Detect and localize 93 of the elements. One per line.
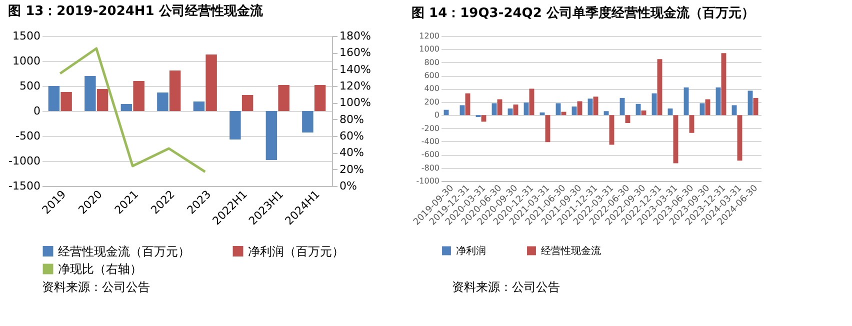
bar (120, 104, 132, 111)
bar (673, 115, 678, 164)
y-tick-label: -800 (421, 163, 440, 172)
y-tick-label: 800 (424, 58, 440, 67)
bar (540, 112, 545, 116)
y2-tick-label: 160% (340, 46, 371, 60)
bar (230, 111, 241, 140)
bar (716, 87, 721, 116)
bar (266, 111, 278, 160)
bar (481, 115, 486, 122)
bar (593, 96, 598, 116)
line-series (58, 47, 206, 174)
bar (652, 93, 657, 116)
chart-title: 图 13：2019-2024H1 公司经营性现金流 (8, 3, 264, 19)
y-tick-label: 500 (20, 80, 40, 92)
chart-title: 图 14：19Q3-24Q2 公司单季度经营性现金流（百万元） (412, 5, 754, 21)
text: 资料来源：公司公告 (42, 280, 150, 294)
bar (641, 110, 646, 116)
bar (206, 54, 217, 111)
bar (572, 106, 577, 116)
legend-label: 净利润（百万元） (248, 244, 344, 258)
bar (625, 115, 630, 123)
bar (157, 92, 168, 111)
y2-tick-label: 20% (340, 162, 364, 176)
bar (620, 98, 625, 116)
bar (492, 103, 497, 116)
y2-tick-label: 60% (340, 130, 364, 142)
y2-tick-label: 140% (340, 62, 371, 76)
bar (60, 92, 72, 111)
y2-tick-label: 40% (340, 146, 364, 160)
y-tick-label: 1200 (419, 32, 440, 40)
y-tick-label: 600 (424, 71, 440, 80)
legend-label: 经营性现金流（百万元） (58, 244, 190, 258)
y-tick-label: 400 (424, 84, 440, 94)
bar (577, 101, 582, 116)
bar (588, 98, 593, 116)
bar (193, 102, 205, 111)
bar (169, 70, 181, 111)
legend-label: 经营性现金流 (541, 244, 601, 257)
bar (737, 115, 742, 161)
y-tick-label: -1000 (8, 154, 40, 168)
y-tick-label: 0 (434, 110, 440, 120)
bar (684, 87, 689, 116)
bar (705, 99, 710, 116)
bar (529, 88, 534, 116)
bar (721, 53, 726, 116)
y-tick-label: 1000 (419, 44, 440, 54)
y2-tick-label: 100% (340, 96, 371, 110)
bar (508, 108, 513, 116)
bar (84, 76, 96, 111)
y-tick-label: -400 (421, 136, 440, 146)
bar (242, 95, 254, 111)
y-tick-label: -600 (421, 150, 440, 160)
y-tick-label: -1000 (416, 176, 440, 186)
y-tick-label: 1500 (12, 30, 40, 42)
bar (545, 115, 550, 142)
bar (556, 103, 561, 116)
bar (700, 103, 705, 116)
bar (609, 115, 614, 145)
text: 资料来源：公司公告 (452, 280, 560, 294)
bar (314, 85, 326, 111)
y-tick-label: -500 (16, 130, 40, 142)
y2-tick-label: 180% (340, 30, 371, 42)
bar (657, 59, 662, 116)
bar (497, 99, 502, 116)
y-tick-label: 200 (424, 97, 440, 106)
bar (561, 112, 566, 116)
bar (732, 105, 737, 116)
legend-label: 净利润 (456, 244, 486, 257)
y-tick-label: -200 (421, 124, 440, 133)
y-tick-label: 0 (34, 104, 40, 118)
bar (748, 90, 753, 116)
bar (465, 93, 470, 116)
bar (524, 102, 529, 116)
y2-tick-label: 80% (340, 112, 364, 126)
bar (444, 110, 449, 116)
bar (689, 115, 694, 133)
bar (48, 86, 60, 111)
bar (513, 104, 518, 116)
bar (604, 111, 609, 116)
legend-label: 净现比（右轴） (58, 262, 142, 276)
y2-tick-label: 0% (340, 180, 357, 192)
bar (460, 105, 465, 116)
bar (753, 98, 758, 116)
bar (636, 104, 641, 116)
bar (96, 89, 108, 111)
bar (302, 111, 314, 132)
y-tick-label: -1500 (8, 180, 40, 192)
y2-tick-label: 120% (340, 80, 371, 92)
y-tick-label: 1000 (12, 54, 40, 68)
bar (278, 85, 290, 111)
bar (668, 108, 673, 116)
bar (133, 81, 144, 111)
